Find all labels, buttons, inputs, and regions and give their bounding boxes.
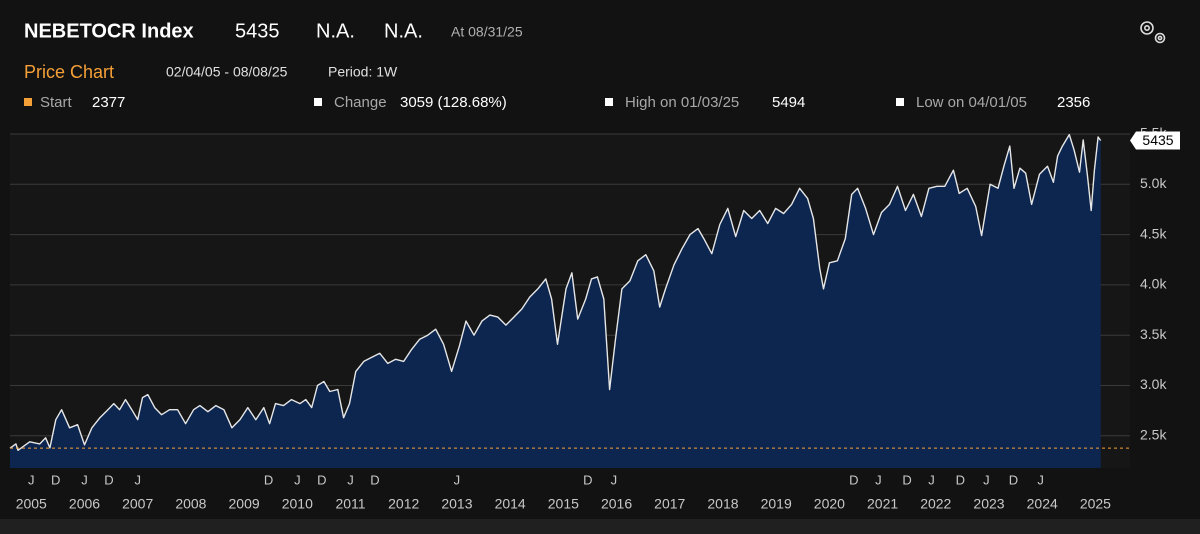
legend-swatch	[314, 98, 322, 106]
x-minor-label: J	[454, 472, 461, 487]
x-tick-label: 2012	[388, 496, 419, 512]
date-range: 02/04/05 - 08/08/25	[166, 64, 288, 80]
x-tick-label: 2008	[175, 496, 206, 512]
stat-value: 3059 (128.68%)	[400, 94, 507, 111]
x-tick-label: 2014	[495, 496, 526, 512]
stat-value: 2356	[1057, 94, 1090, 111]
x-minor-label: D	[1009, 472, 1018, 487]
y-tick-label: 5.0k	[1140, 175, 1167, 191]
y-tick-label: 4.0k	[1140, 276, 1167, 292]
last-value-tag	[1130, 131, 1180, 150]
stat-value: 5494	[772, 94, 805, 111]
gear-hub	[1157, 35, 1163, 41]
stat-label: High on 01/03/25	[625, 94, 739, 111]
x-minor-label: D	[902, 472, 911, 487]
field: N.A.	[316, 20, 355, 42]
area-fill	[10, 134, 1101, 468]
stat-label: Start	[40, 94, 73, 111]
x-minor-label: D	[104, 472, 113, 487]
x-minor-label: J	[81, 472, 88, 487]
gear	[1140, 21, 1154, 35]
stat-label: Low on 04/01/05	[916, 94, 1027, 111]
footer-band	[0, 519, 1200, 534]
x-minor-label: J	[294, 472, 301, 487]
x-tick-label: 2018	[707, 496, 738, 512]
legend-swatch	[24, 98, 32, 106]
x-minor-label: J	[134, 472, 141, 487]
x-tick-label: 2007	[122, 496, 153, 512]
x-minor-label: J	[983, 472, 990, 487]
x-minor-label: J	[928, 472, 935, 487]
price-line	[9, 133, 1102, 451]
x-tick-label: 2021	[867, 496, 898, 512]
title: NEBETOCR Index	[24, 20, 194, 42]
x-tick-label: 2019	[761, 496, 792, 512]
legend-swatch	[896, 98, 904, 106]
x-tick-label: 2020	[814, 496, 845, 512]
subtitle: Price Chart	[24, 62, 114, 82]
x-tick-label: 2013	[441, 496, 472, 512]
y-tick-label: 3.0k	[1140, 376, 1167, 392]
x-minor-label: D	[849, 472, 858, 487]
x-minor-label: J	[347, 472, 354, 487]
x-tick-label: 2023	[973, 496, 1004, 512]
y-tick-label: 4.5k	[1140, 225, 1167, 241]
x-minor-label: D	[370, 472, 379, 487]
settings-icon[interactable]	[1140, 21, 1166, 44]
field: N.A.	[384, 20, 423, 42]
gear	[1154, 32, 1166, 44]
x-tick-label: 2024	[1027, 496, 1058, 512]
last-value-label: 5435	[1142, 132, 1173, 148]
legend-swatch	[605, 98, 613, 106]
x-tick-label: 2016	[601, 496, 632, 512]
x-minor-label: D	[583, 472, 592, 487]
x-tick-label: 2017	[654, 496, 685, 512]
y-tick-label: 2.5k	[1140, 427, 1167, 443]
x-minor-label: D	[51, 472, 60, 487]
last-price: 5435	[235, 20, 280, 42]
x-minor-label: D	[264, 472, 273, 487]
stat-label: Change	[334, 94, 387, 111]
x-tick-label: 2011	[335, 496, 365, 512]
x-tick-label: 2025	[1080, 496, 1111, 512]
period: Period: 1W	[328, 64, 398, 80]
x-tick-label: 2005	[16, 496, 47, 512]
as-of: At 08/31/25	[451, 24, 523, 40]
x-tick-label: 2015	[548, 496, 579, 512]
gear-hub	[1144, 24, 1151, 31]
x-minor-label: D	[956, 472, 965, 487]
x-minor-label: D	[317, 472, 326, 487]
x-minor-label: J	[1037, 472, 1044, 487]
x-tick-label: 2006	[69, 496, 100, 512]
y-tick-label: 3.5k	[1140, 326, 1167, 342]
x-tick-label: 2010	[282, 496, 313, 512]
x-minor-label: J	[28, 472, 35, 487]
x-minor-label: J	[611, 472, 618, 487]
x-minor-label: J	[875, 472, 882, 487]
stat-value: 2377	[92, 94, 125, 111]
x-tick-label: 2022	[920, 496, 951, 512]
x-tick-label: 2009	[229, 496, 260, 512]
